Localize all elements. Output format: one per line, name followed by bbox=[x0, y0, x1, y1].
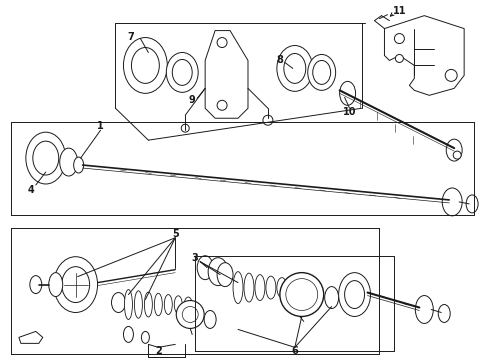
Ellipse shape bbox=[141, 332, 149, 343]
Ellipse shape bbox=[49, 273, 62, 297]
Circle shape bbox=[279, 273, 323, 316]
Ellipse shape bbox=[154, 293, 162, 316]
Ellipse shape bbox=[197, 256, 213, 280]
Text: 5: 5 bbox=[172, 229, 178, 239]
Ellipse shape bbox=[124, 289, 132, 319]
Ellipse shape bbox=[441, 188, 461, 216]
Circle shape bbox=[395, 54, 403, 62]
Ellipse shape bbox=[54, 257, 98, 312]
Ellipse shape bbox=[276, 278, 286, 298]
Ellipse shape bbox=[131, 48, 159, 84]
Ellipse shape bbox=[74, 157, 83, 173]
Text: 11: 11 bbox=[392, 6, 406, 15]
Ellipse shape bbox=[123, 37, 167, 93]
Circle shape bbox=[285, 279, 317, 310]
Circle shape bbox=[394, 33, 404, 44]
Circle shape bbox=[444, 69, 456, 81]
Ellipse shape bbox=[33, 141, 59, 175]
Ellipse shape bbox=[437, 305, 449, 323]
Polygon shape bbox=[19, 332, 42, 343]
Polygon shape bbox=[384, 15, 463, 95]
Circle shape bbox=[181, 124, 189, 132]
Ellipse shape bbox=[174, 296, 182, 313]
Ellipse shape bbox=[465, 195, 477, 213]
Ellipse shape bbox=[164, 294, 172, 315]
Text: 2: 2 bbox=[155, 346, 162, 356]
Circle shape bbox=[176, 301, 203, 328]
Ellipse shape bbox=[172, 59, 192, 85]
Ellipse shape bbox=[307, 54, 335, 90]
Ellipse shape bbox=[254, 275, 264, 301]
Ellipse shape bbox=[144, 292, 152, 317]
Circle shape bbox=[263, 115, 272, 125]
Circle shape bbox=[182, 306, 198, 323]
Ellipse shape bbox=[339, 81, 355, 105]
Text: 6: 6 bbox=[291, 346, 298, 356]
Circle shape bbox=[452, 151, 460, 159]
Ellipse shape bbox=[60, 148, 78, 176]
Ellipse shape bbox=[123, 327, 133, 342]
Ellipse shape bbox=[338, 273, 370, 316]
Text: 3: 3 bbox=[191, 253, 198, 263]
Ellipse shape bbox=[203, 310, 216, 328]
Ellipse shape bbox=[217, 263, 233, 287]
Text: 4: 4 bbox=[27, 185, 34, 195]
Text: 1: 1 bbox=[97, 121, 104, 131]
Ellipse shape bbox=[414, 296, 432, 323]
Ellipse shape bbox=[244, 273, 253, 302]
Ellipse shape bbox=[134, 291, 142, 318]
Ellipse shape bbox=[324, 287, 338, 309]
Ellipse shape bbox=[61, 267, 89, 302]
Ellipse shape bbox=[276, 45, 312, 91]
Ellipse shape bbox=[283, 54, 305, 84]
Ellipse shape bbox=[111, 293, 125, 312]
Ellipse shape bbox=[208, 258, 227, 285]
Text: 10: 10 bbox=[342, 107, 356, 117]
Polygon shape bbox=[205, 31, 247, 118]
Ellipse shape bbox=[26, 132, 65, 184]
Text: 7: 7 bbox=[127, 32, 134, 41]
Ellipse shape bbox=[446, 139, 461, 161]
Text: 9: 9 bbox=[188, 95, 195, 105]
Ellipse shape bbox=[344, 280, 364, 309]
Ellipse shape bbox=[184, 297, 192, 312]
Ellipse shape bbox=[312, 60, 330, 84]
Ellipse shape bbox=[265, 276, 275, 299]
Circle shape bbox=[217, 37, 226, 48]
Circle shape bbox=[217, 100, 226, 110]
Text: 8: 8 bbox=[276, 55, 283, 66]
Ellipse shape bbox=[166, 53, 198, 92]
Ellipse shape bbox=[233, 272, 243, 303]
Ellipse shape bbox=[30, 276, 41, 293]
